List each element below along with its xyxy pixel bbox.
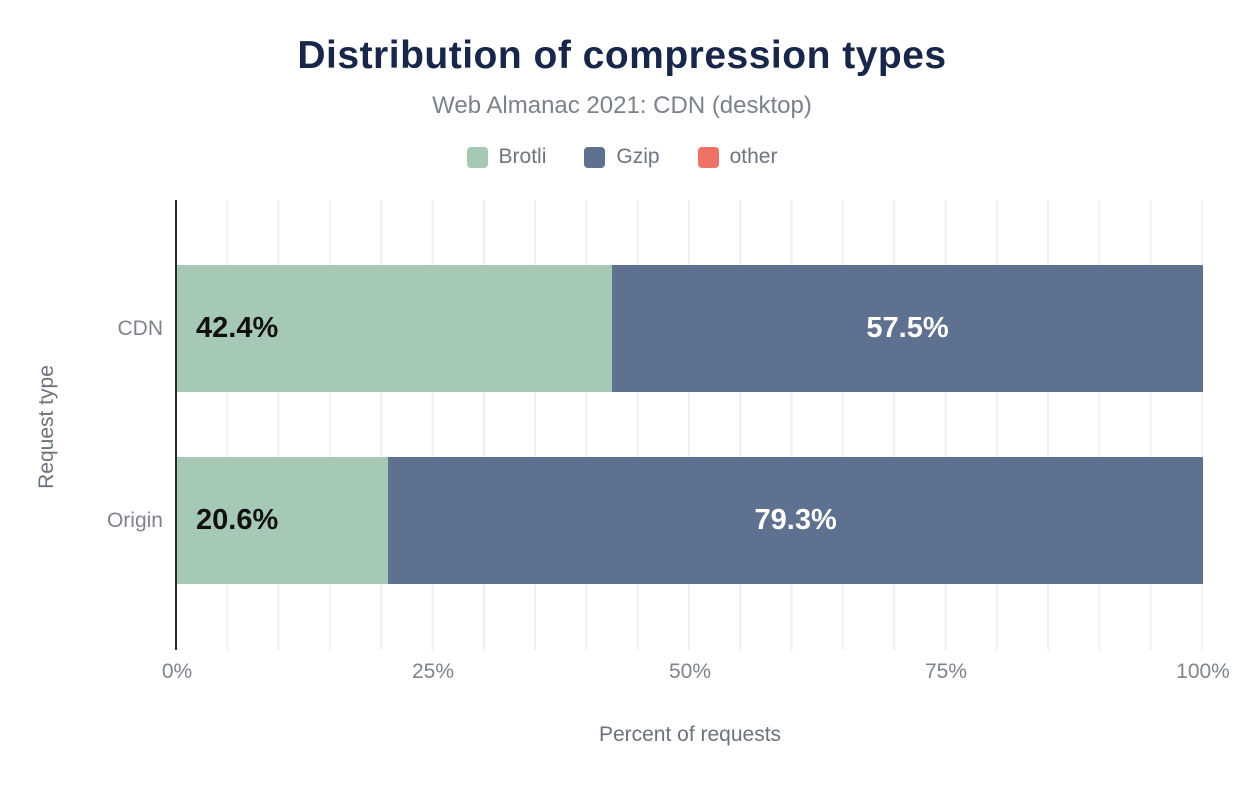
gzip-swatch-icon [584, 146, 606, 168]
bar-row-cdn: 42.4% 57.5% [177, 265, 1203, 392]
category-label-cdn: CDN [117, 317, 164, 340]
legend-label-gzip: Gzip [616, 145, 660, 168]
x-axis-title: Percent of requests [598, 723, 782, 746]
chart-subtitle: Web Almanac 2021: CDN (desktop) [432, 92, 812, 119]
bar-segment-origin-brotli: 20.6% [177, 457, 389, 584]
legend-label-other: other [729, 145, 778, 168]
y-axis-title: Request type [35, 365, 58, 489]
x-tick-50: 50% [668, 660, 712, 683]
x-tick-100: 100% [1176, 660, 1230, 683]
x-tick-25: 25% [411, 660, 455, 683]
legend: Brotli Gzip other [0, 145, 1244, 169]
bar-value-label: 42.4% [196, 312, 279, 344]
bar-segment-cdn-gzip: 57.5% [612, 265, 1203, 392]
legend-item-brotli: Brotli [466, 145, 547, 169]
legend-label-brotli: Brotli [498, 145, 547, 168]
bar-value-label: 20.6% [196, 504, 279, 536]
bar-segment-origin-gzip: 79.3% [388, 457, 1203, 584]
bar-row-origin: 20.6% 79.3% [177, 457, 1203, 584]
bar-value-label: 79.3% [754, 504, 837, 536]
bar-value-label: 57.5% [866, 312, 949, 344]
other-swatch-icon [697, 146, 719, 168]
x-tick-0: 0% [161, 660, 193, 683]
chart-title: Distribution of compression types [297, 34, 947, 77]
y-axis-line [175, 200, 177, 650]
plot-area: 42.4% 57.5% 20.6% 79.3% [177, 200, 1203, 650]
bar-segment-cdn-brotli: 42.4% [177, 265, 613, 392]
x-tick-75: 75% [924, 660, 968, 683]
brotli-swatch-icon [466, 146, 488, 168]
legend-item-gzip: Gzip [584, 145, 660, 169]
category-label-origin: Origin [106, 509, 163, 532]
legend-item-other: other [697, 145, 778, 169]
